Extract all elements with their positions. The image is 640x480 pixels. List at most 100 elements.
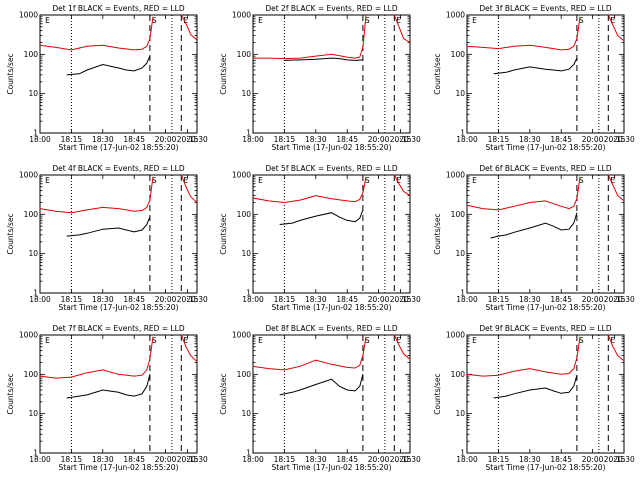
panel-7: Det 7f BLACK = Events, RED = LLD 1 10 100 10…	[6, 324, 208, 472]
marker-label: E	[183, 176, 188, 185]
x-tick-label: 18:30	[305, 135, 327, 144]
x-axis-label: Start Time (17-Jun-02 18:55:20)	[486, 463, 606, 472]
x-tick-label: 20:15	[604, 135, 626, 144]
x-tick-label: 18:30	[305, 295, 327, 304]
x-tick-label: 20:30	[186, 455, 208, 464]
x-tick-label: 20:30	[399, 455, 421, 464]
x-tick-label: 18:30	[519, 295, 541, 304]
plot-frame	[252, 334, 411, 454]
x-tick-label: 18:45	[550, 295, 572, 304]
marker-label: E	[45, 176, 50, 185]
marker-label: S	[152, 176, 157, 185]
y-tick-label: 100	[237, 50, 252, 59]
x-axis-label: Start Time (17-Jun-02 18:55:20)	[486, 143, 606, 152]
panel-title: Det 5f BLACK = Events, RED = LLD	[265, 164, 398, 173]
x-tick-label: 18:00	[29, 455, 51, 464]
y-axis-label: Counts/sec	[433, 213, 442, 254]
y-tick-label: 100	[24, 210, 39, 219]
y-axis-label: Counts/sec	[6, 373, 15, 414]
x-axis-label: Start Time (17-Jun-02 18:55:20)	[272, 303, 392, 312]
x-tick-label: 18:30	[519, 455, 541, 464]
x-tick-label: 18:00	[456, 295, 478, 304]
y-tick-label: 1000	[19, 171, 38, 180]
x-tick-label: 18:45	[550, 455, 572, 464]
y-tick-label: 10	[28, 409, 38, 418]
black-events-series	[279, 374, 364, 396]
x-tick-label: 18:15	[488, 455, 510, 464]
panel-title: Det 6f BLACK = Events, RED = LLD	[479, 164, 612, 173]
x-tick-label: 20:15	[177, 455, 199, 464]
black-events-series	[66, 374, 151, 399]
marker-label: S	[579, 336, 584, 345]
x-tick-label: 18:45	[123, 135, 145, 144]
y-tick-label: 10	[455, 409, 465, 418]
marker-label: E	[610, 336, 615, 345]
panel-5: Det 5f BLACK = Events, RED = LLD 1 10 100 10…	[219, 164, 421, 312]
panel-3: Det 3f BLACK = Events, RED = LLD 1 10 100 10…	[433, 4, 635, 152]
red-lld-series	[39, 176, 154, 214]
marker-label: E	[258, 336, 263, 345]
x-tick-label: 18:00	[29, 135, 51, 144]
y-tick-label: 10	[241, 249, 251, 258]
x-tick-label: 18:30	[92, 455, 114, 464]
marker-label: E	[610, 16, 615, 25]
y-tick-label: 100	[451, 50, 466, 59]
red-lld-series	[466, 16, 581, 51]
x-tick-label: 18:45	[336, 295, 358, 304]
x-tick-label: 18:15	[61, 455, 83, 464]
panel-title: Det 7f BLACK = Events, RED = LLD	[52, 324, 185, 333]
x-tick-label: 18:00	[29, 295, 51, 304]
marker-label: E	[45, 16, 50, 25]
y-tick-label: 100	[24, 370, 39, 379]
x-tick-label: 18:15	[274, 135, 296, 144]
panel-9: Det 9f BLACK = Events, RED = LLD 1 10 100 10…	[433, 324, 635, 472]
y-axis-label: Counts/sec	[6, 53, 15, 94]
x-tick-label: 20:15	[604, 295, 626, 304]
plot-frame	[39, 334, 198, 454]
red-lld-series-tail	[607, 174, 625, 202]
marker-label: S	[579, 176, 584, 185]
x-tick-label: 20:00	[582, 135, 604, 144]
marker-label: S	[152, 336, 157, 345]
x-axis-label: Start Time (17-Jun-02 18:55:20)	[59, 463, 179, 472]
y-tick-label: 100	[237, 210, 252, 219]
y-axis-label: Counts/sec	[219, 213, 228, 254]
marker-label: S	[365, 336, 370, 345]
x-tick-label: 20:15	[604, 455, 626, 464]
x-tick-label: 18:15	[274, 455, 296, 464]
x-tick-label: 20:30	[399, 295, 421, 304]
x-tick-label: 20:00	[368, 295, 390, 304]
y-tick-label: 1	[460, 449, 465, 458]
x-tick-label: 20:00	[368, 135, 390, 144]
x-tick-label: 20:30	[613, 135, 635, 144]
marker-label: E	[45, 336, 50, 345]
panel-8: Det 8f BLACK = Events, RED = LLD 1 10 100 10…	[219, 324, 421, 472]
y-tick-label: 10	[241, 89, 251, 98]
x-tick-label: 20:30	[186, 295, 208, 304]
marker-label: E	[472, 336, 477, 345]
x-tick-label: 18:45	[123, 295, 145, 304]
x-tick-label: 18:45	[336, 455, 358, 464]
black-events-series	[66, 55, 151, 76]
y-axis-label: Counts/sec	[6, 213, 15, 254]
marker-label: E	[472, 16, 477, 25]
y-tick-label: 1000	[232, 331, 251, 340]
x-tick-label: 18:15	[488, 135, 510, 144]
x-axis-label: Start Time (17-Jun-02 18:55:20)	[272, 463, 392, 472]
red-lld-series-tail	[607, 14, 625, 42]
y-tick-label: 1	[33, 289, 38, 298]
plot-frame	[252, 174, 411, 294]
x-axis-label: Start Time (17-Jun-02 18:55:20)	[59, 143, 179, 152]
x-tick-label: 18:30	[92, 135, 114, 144]
red-lld-series-tail	[393, 174, 411, 197]
y-tick-label: 1	[33, 449, 38, 458]
x-tick-label: 18:30	[92, 295, 114, 304]
y-tick-label: 1000	[19, 331, 38, 340]
x-tick-label: 20:00	[582, 455, 604, 464]
panel-4: Det 4f BLACK = Events, RED = LLD 1 10 100 10…	[6, 164, 208, 312]
panel-title: Det 1f BLACK = Events, RED = LLD	[52, 4, 185, 13]
black-events-series	[284, 57, 363, 61]
panel-title: Det 3f BLACK = Events, RED = LLD	[479, 4, 612, 13]
x-tick-label: 18:45	[336, 135, 358, 144]
marker-label: E	[472, 176, 477, 185]
